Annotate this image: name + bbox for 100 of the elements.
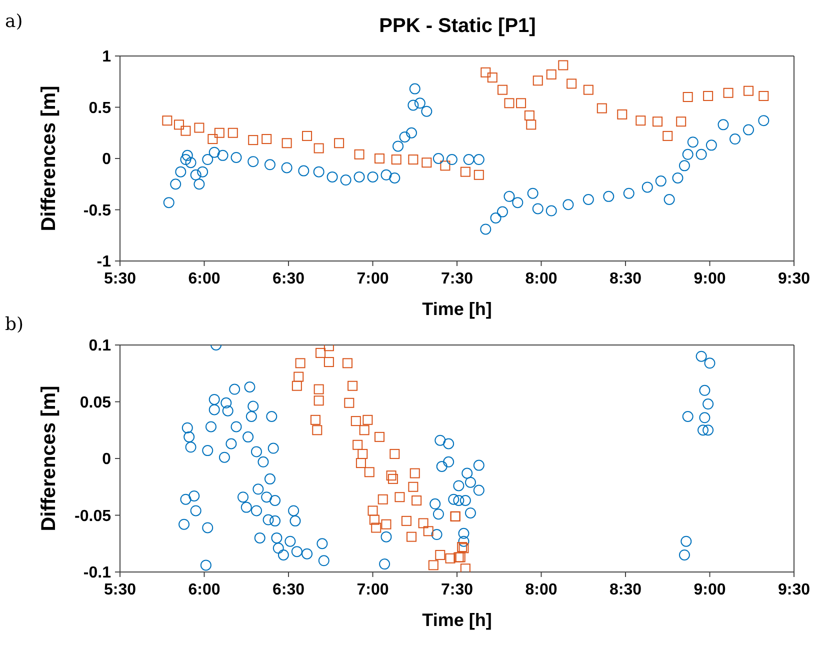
x-tick-label: 6:30	[272, 270, 305, 288]
point	[730, 134, 741, 145]
x-tick-label: 9:00	[694, 270, 726, 288]
point	[380, 169, 392, 180]
y-tick-label: -0.05	[74, 508, 112, 525]
point	[230, 152, 242, 163]
point	[194, 122, 204, 133]
point	[182, 150, 193, 161]
point	[170, 178, 182, 190]
point	[422, 158, 432, 168]
point	[314, 143, 324, 154]
point	[378, 494, 388, 504]
point	[386, 470, 396, 481]
point	[163, 197, 174, 208]
x-tick-label: 7:30	[440, 581, 474, 598]
point	[480, 224, 492, 235]
point	[463, 154, 474, 166]
x-tick-label: 9:30	[778, 270, 810, 288]
point	[368, 506, 378, 516]
y-tick-label: 0.5	[88, 100, 112, 117]
x-tick-label: 8:30	[609, 581, 642, 598]
point	[292, 380, 302, 391]
point	[432, 153, 444, 164]
point	[744, 86, 754, 96]
point	[406, 127, 418, 138]
point	[248, 135, 258, 146]
point	[401, 516, 412, 526]
y-tick-label: 0	[102, 451, 112, 468]
point	[558, 60, 568, 70]
point	[474, 170, 484, 180]
point	[352, 440, 363, 450]
point	[262, 134, 272, 144]
point	[369, 514, 380, 525]
point	[603, 190, 614, 202]
point	[295, 358, 306, 368]
point	[374, 432, 384, 442]
point	[264, 159, 276, 170]
point	[162, 116, 172, 126]
point	[359, 425, 370, 436]
point	[440, 160, 450, 171]
point	[312, 425, 322, 436]
point	[662, 130, 673, 141]
point	[678, 160, 690, 172]
point	[652, 116, 663, 127]
point	[524, 110, 534, 120]
x-tick-label: 7:30	[440, 270, 474, 288]
point	[596, 103, 607, 114]
point	[497, 84, 508, 95]
point	[356, 458, 366, 468]
point	[566, 78, 577, 89]
x-tick-label: 8:00	[525, 270, 558, 288]
point	[399, 131, 410, 142]
point	[758, 90, 769, 101]
point	[180, 154, 192, 166]
x-tick-label: 9:30	[778, 581, 810, 598]
point	[435, 550, 446, 560]
x-tick-label: 8:30	[609, 270, 642, 288]
point	[655, 176, 666, 187]
point	[248, 156, 259, 168]
point	[391, 154, 402, 165]
point	[743, 124, 754, 136]
point	[408, 154, 418, 165]
point	[532, 203, 544, 214]
point	[354, 171, 365, 182]
point	[418, 518, 428, 528]
point	[217, 150, 228, 161]
point	[758, 115, 770, 126]
point	[516, 98, 526, 108]
point	[490, 212, 502, 224]
point	[194, 178, 205, 190]
point	[682, 92, 693, 102]
point	[504, 190, 515, 202]
y-tick-label: 0.1	[88, 338, 112, 355]
point	[174, 120, 184, 130]
point	[281, 162, 292, 174]
point	[314, 384, 324, 394]
point	[208, 134, 218, 144]
point	[460, 564, 470, 572]
point	[421, 106, 432, 117]
y-tick-label: 1	[102, 48, 112, 66]
point	[409, 83, 420, 94]
point	[642, 182, 653, 193]
y-tick-label: -0.5	[83, 202, 112, 220]
x-tick-label: 5:30	[104, 270, 136, 288]
point	[374, 154, 384, 164]
point	[676, 116, 686, 127]
point	[526, 120, 536, 130]
point	[723, 88, 734, 98]
point	[340, 174, 352, 186]
point	[412, 495, 422, 506]
point	[354, 149, 364, 160]
x-axis-title: Time [h]	[422, 610, 492, 630]
x-tick-label: 7:00	[356, 581, 389, 598]
point	[389, 172, 400, 184]
point	[314, 396, 324, 406]
point	[546, 205, 557, 216]
point	[190, 169, 202, 180]
point	[583, 84, 594, 95]
chart-title: PPK - Static [P1]	[378, 15, 537, 38]
x-tick-label: 7:00	[356, 270, 389, 288]
